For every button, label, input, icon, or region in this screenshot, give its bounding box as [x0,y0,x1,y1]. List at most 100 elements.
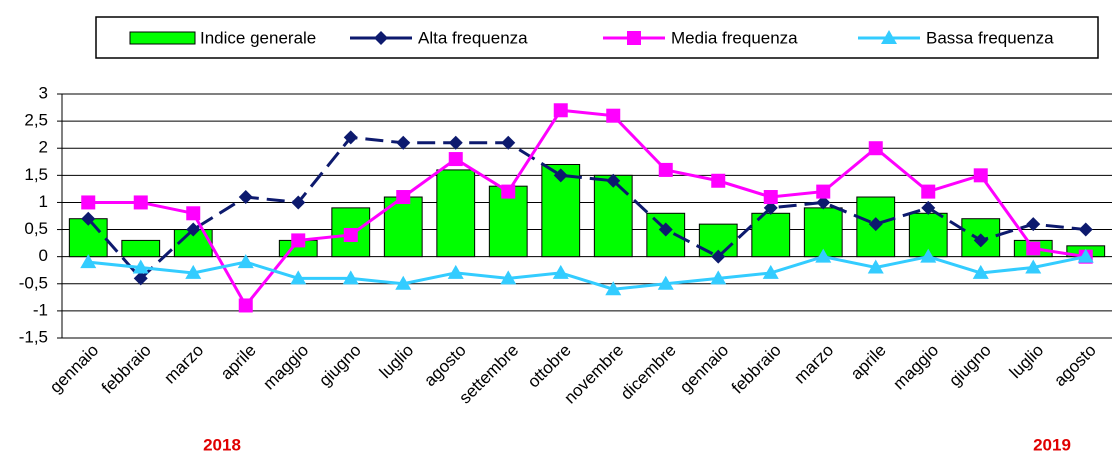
y-tick-label: 1 [39,192,48,211]
y-tick-label: 0,5 [24,219,48,238]
marker [710,270,727,285]
marker [921,184,936,199]
marker [553,168,568,183]
y-tick-label: 3 [39,83,48,102]
marker [1025,259,1042,274]
marker [658,222,673,237]
marker [1026,217,1041,232]
marker [396,135,411,150]
marker [606,173,621,188]
marker [711,173,726,188]
bar [803,207,843,258]
legend-label: Indice generale [200,28,316,47]
y-tick-label: 2 [39,138,48,157]
marker [1026,241,1041,256]
marker [501,184,516,199]
legend-marker [881,30,897,44]
marker [237,254,254,269]
x-tick-label: ottobre [524,341,575,392]
marker [868,217,883,232]
x-tick-label: luglio [1006,341,1048,383]
marker [973,233,988,248]
legend-label: Alta frequenza [418,28,528,47]
marker [920,248,937,263]
marker [711,249,726,264]
marker [133,195,148,210]
y-tick-label: 2,5 [24,111,48,130]
x-tick-label: dicembre [617,341,680,404]
x-tick-label: agosto [420,341,470,391]
marker [290,270,307,285]
marker [186,206,201,221]
marker [238,298,253,313]
marker [291,195,306,210]
marker [342,270,359,285]
marker [973,168,988,183]
x-tick-label: maggio [259,341,312,394]
marker [921,200,936,215]
marker [185,264,202,279]
legend-label: Bassa frequenza [926,28,1054,47]
marker [867,259,884,274]
legend-box [95,16,1099,59]
marker [343,130,358,145]
marker [657,275,674,290]
x-tick-label: gennaio [46,341,102,397]
y-tick-label: -1,5 [19,327,48,346]
marker [763,200,778,215]
legend-label: Media frequenza [671,28,798,47]
year-label: 2019 [1033,435,1071,454]
marker [396,190,411,205]
marker [501,135,516,150]
marker [816,195,831,210]
x-tick-label: giugno [315,341,365,391]
marker [291,233,306,248]
bar [121,239,161,258]
marker [1078,222,1093,237]
y-tick-label: -1 [33,300,48,319]
marker [238,190,253,205]
marker [972,264,989,279]
line [87,135,1086,281]
marker [133,271,148,286]
marker [343,227,358,242]
marker [448,135,463,150]
x-tick-label: marzo [160,341,207,388]
marker [606,108,621,123]
legend-swatch [129,31,196,45]
marker [1077,248,1094,263]
marker [395,275,412,290]
y-tick-label: 1,5 [24,165,48,184]
marker [448,152,463,167]
x-tick-label: febbraio [728,341,785,398]
marker [868,141,883,156]
marker [553,103,568,118]
x-tick-label: agosto [1050,341,1100,391]
marker [447,264,464,279]
y-tick-label: 0 [39,246,48,265]
marker [81,211,96,226]
marker [552,264,569,279]
marker [132,259,149,274]
x-tick-label: luglio [376,341,418,383]
year-label: 2018 [203,435,241,454]
marker [81,195,96,210]
y-tick-label: -0,5 [19,273,48,292]
marker [815,248,832,263]
x-tick-label: aprile [217,341,260,384]
marker [500,270,517,285]
x-tick-label: marzo [790,341,837,388]
marker [658,162,673,177]
marker [605,281,622,296]
x-tick-label: maggio [889,341,942,394]
marker [186,222,201,237]
x-tick-label: aprile [847,341,890,384]
marker [816,184,831,199]
marker [763,190,778,205]
x-tick-label: gennaio [676,341,732,397]
legend-marker [374,31,388,45]
bar [436,169,476,258]
marker [762,264,779,279]
line [88,255,1087,291]
